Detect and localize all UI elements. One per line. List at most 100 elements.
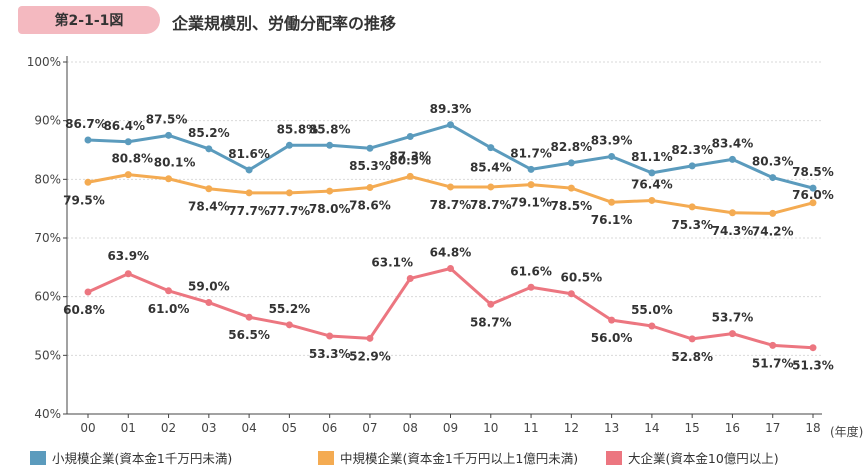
legend-large: 大企業(資本金10億円以上) bbox=[606, 448, 779, 467]
x-tick-label: 14 bbox=[644, 421, 659, 435]
data-point bbox=[84, 136, 92, 144]
y-tick-label: 100% bbox=[27, 55, 61, 69]
data-point bbox=[285, 141, 293, 149]
data-label: 60.8% bbox=[63, 303, 105, 317]
data-point bbox=[205, 185, 213, 193]
x-tick-label: 18 bbox=[805, 421, 820, 435]
data-point bbox=[487, 144, 495, 152]
x-tick-label: 13 bbox=[604, 421, 619, 435]
data-label: 78.5% bbox=[551, 199, 593, 213]
legend-swatch-small bbox=[30, 450, 46, 465]
data-label: 53.7% bbox=[712, 311, 754, 325]
data-label: 59.0% bbox=[188, 280, 230, 294]
legend-medium: 中規模企業(資本金1千万円以上1億円未満) bbox=[318, 448, 578, 467]
x-tick-label: 08 bbox=[403, 421, 418, 435]
legend-small: 小規模企業(資本金1千万円未満) bbox=[30, 448, 232, 467]
x-tick-label: 01 bbox=[121, 421, 136, 435]
data-point bbox=[285, 321, 293, 329]
data-label: 52.9% bbox=[349, 349, 391, 363]
data-point bbox=[527, 181, 535, 189]
data-point bbox=[326, 332, 334, 340]
y-tick-label: 90% bbox=[34, 114, 61, 128]
data-label: 63.9% bbox=[107, 249, 149, 263]
data-point bbox=[728, 209, 736, 217]
data-label: 64.8% bbox=[430, 246, 472, 260]
data-point bbox=[84, 288, 92, 296]
data-label: 78.7% bbox=[470, 198, 512, 212]
x-tick-label: 02 bbox=[161, 421, 176, 435]
data-point bbox=[487, 183, 495, 191]
data-label: 86.4% bbox=[103, 119, 145, 133]
data-label: 85.4% bbox=[470, 161, 512, 175]
data-label: 82.3% bbox=[671, 143, 713, 157]
data-label: 79.5% bbox=[63, 193, 105, 207]
data-label: 51.3% bbox=[792, 359, 834, 373]
data-point bbox=[648, 322, 656, 330]
x-tick-label: 00 bbox=[80, 421, 95, 435]
x-tick-label: 17 bbox=[765, 421, 780, 435]
data-point bbox=[447, 265, 454, 273]
data-label: 87.3% bbox=[389, 150, 431, 164]
data-label: 89.3% bbox=[430, 102, 472, 116]
x-tick-label: 06 bbox=[322, 421, 337, 435]
x-tick-label: 10 bbox=[483, 421, 498, 435]
data-point bbox=[205, 299, 213, 307]
data-label: 51.7% bbox=[752, 356, 794, 370]
data-point bbox=[608, 152, 616, 160]
x-tick-label: 11 bbox=[523, 421, 538, 435]
data-point bbox=[406, 133, 414, 141]
chart-title: 企業規模別、労働分配率の推移 bbox=[172, 14, 397, 33]
x-tick-label: 09 bbox=[443, 421, 458, 435]
data-point bbox=[245, 313, 253, 321]
data-label: 78.6% bbox=[349, 199, 391, 213]
x-tick-label: 12 bbox=[564, 421, 579, 435]
data-label: 76.0% bbox=[792, 188, 834, 202]
data-label: 55.0% bbox=[631, 303, 673, 317]
data-point bbox=[567, 184, 575, 192]
data-point bbox=[688, 162, 696, 170]
data-point bbox=[769, 209, 777, 217]
data-label: 76.1% bbox=[591, 213, 633, 227]
data-label: 80.3% bbox=[752, 155, 794, 169]
x-tick-label: 04 bbox=[241, 421, 256, 435]
data-label: 58.7% bbox=[470, 315, 512, 329]
legend-label-large: 大企業(資本金10億円以上) bbox=[628, 451, 779, 466]
data-point bbox=[205, 145, 213, 153]
data-label: 56.0% bbox=[591, 331, 633, 345]
data-point bbox=[406, 274, 414, 282]
data-label: 78.0% bbox=[309, 202, 351, 216]
x-tick-label: 07 bbox=[362, 421, 377, 435]
data-label: 80.5% bbox=[389, 153, 431, 167]
data-label: 52.8% bbox=[671, 350, 713, 364]
data-point bbox=[165, 175, 173, 183]
data-label: 80.1% bbox=[154, 156, 196, 170]
data-point bbox=[245, 189, 253, 197]
data-point bbox=[285, 189, 293, 197]
data-label: 78.5% bbox=[792, 165, 834, 179]
data-point bbox=[608, 198, 616, 206]
legend-swatch-large bbox=[606, 450, 622, 465]
data-label: 77.7% bbox=[269, 204, 311, 218]
x-tick-label: 03 bbox=[201, 421, 216, 435]
data-point bbox=[447, 183, 454, 191]
data-label: 76.4% bbox=[631, 177, 673, 191]
data-point bbox=[124, 171, 132, 179]
data-label: 56.5% bbox=[228, 328, 270, 342]
x-tick-label: 16 bbox=[725, 421, 740, 435]
data-label: 79.1% bbox=[510, 196, 552, 210]
legend-label-medium: 中規模企業(資本金1千万円以上1億円未満) bbox=[340, 451, 579, 466]
x-tick-label: 05 bbox=[282, 421, 297, 435]
data-point bbox=[366, 184, 374, 192]
data-label: 78.7% bbox=[430, 198, 472, 212]
data-point bbox=[728, 155, 736, 163]
data-label: 81.7% bbox=[510, 146, 552, 160]
data-label: 53.3% bbox=[309, 347, 351, 361]
x-tick-label: 15 bbox=[685, 421, 700, 435]
figure-number: 第2-1-1図 bbox=[54, 13, 124, 29]
data-point bbox=[567, 159, 575, 167]
data-label: 75.3% bbox=[671, 218, 713, 232]
data-label: 80.8% bbox=[111, 152, 153, 166]
data-point bbox=[447, 121, 454, 129]
data-label: 61.0% bbox=[148, 302, 190, 316]
